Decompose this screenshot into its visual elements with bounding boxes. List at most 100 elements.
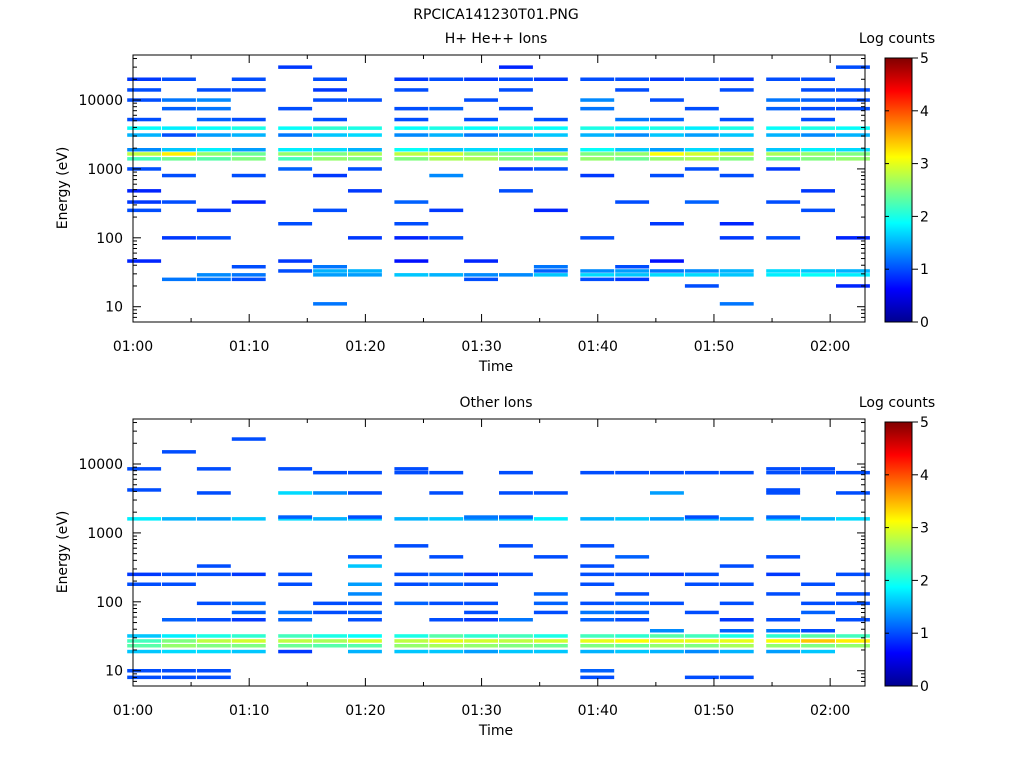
- heatmap-cell: [801, 634, 835, 638]
- heatmap-cell: [348, 555, 382, 559]
- heatmap-cell: [348, 601, 382, 606]
- heatmap-cell: [836, 634, 870, 638]
- heatmap-cell: [580, 618, 615, 622]
- plot-frame: [132, 418, 866, 687]
- heatmap-cell: [719, 236, 754, 240]
- heatmap-cell: [231, 277, 266, 282]
- heatmap-cell: [615, 148, 650, 152]
- heatmap-cell: [499, 273, 533, 277]
- heatmap-cell: [162, 173, 196, 178]
- heatmap-cell: [313, 610, 347, 615]
- heatmap-cell: [580, 517, 615, 521]
- heatmap-cell: [394, 544, 429, 548]
- colorbar-tick-label: 0: [920, 315, 929, 331]
- heatmap-cell: [650, 470, 684, 475]
- heatmap-cell: [348, 564, 382, 568]
- heatmap-cell: [615, 88, 650, 92]
- heatmap-cell: [313, 491, 347, 495]
- heatmap-cell: [533, 610, 568, 615]
- heatmap-cell: [313, 273, 347, 277]
- heatmap-cell: [580, 77, 615, 81]
- heatmap-cell: [580, 126, 615, 130]
- heatmap-cell: [231, 88, 266, 92]
- heatmap-cell: [196, 517, 231, 521]
- heatmap-cell: [313, 517, 347, 521]
- heatmap-cell: [348, 649, 382, 654]
- heatmap-cell: [313, 117, 347, 122]
- heatmap-cell: [162, 236, 196, 240]
- heatmap-cell: [464, 273, 498, 277]
- x-tick-label: 01:00: [113, 339, 153, 355]
- heatmap-cell: [429, 273, 464, 277]
- heatmap-cell: [429, 572, 464, 577]
- heatmap-cell: [615, 470, 650, 475]
- heatmap-cell: [196, 491, 231, 495]
- heatmap-cell: [801, 629, 835, 633]
- heatmap-cell: [533, 273, 568, 277]
- y-axis-ticks: 10 100 1000 10000: [78, 422, 865, 687]
- heatmap-cell: [836, 601, 870, 606]
- heatmap-cell: [196, 644, 231, 648]
- heatmap-cell: [650, 572, 684, 577]
- heatmap-cell: [464, 639, 498, 643]
- heatmap-cell: [650, 117, 684, 122]
- heatmap-cell: [615, 601, 650, 606]
- heatmap-cell: [650, 126, 684, 130]
- heatmap-cell: [464, 582, 498, 586]
- colorbar-tick-label: 5: [920, 415, 929, 431]
- heatmap-cell: [464, 601, 498, 606]
- heatmap-cell: [464, 77, 498, 81]
- heatmap-cell: [429, 618, 464, 622]
- heatmap-cell: [719, 639, 754, 643]
- heatmap-cell: [464, 117, 498, 122]
- heatmap-cell: [836, 592, 870, 596]
- heatmap-cell: [650, 98, 684, 102]
- heatmap-cell: [801, 106, 835, 111]
- heatmap-cell: [394, 126, 429, 130]
- heatmap-cell: [615, 644, 650, 648]
- heatmap-cell: [127, 152, 162, 156]
- heatmap-cell: [533, 126, 568, 130]
- heatmap-cell: [278, 157, 313, 161]
- heatmap-cell: [719, 517, 754, 521]
- heatmap-cell: [196, 273, 231, 277]
- heatmap-cell: [719, 634, 754, 638]
- heatmap-cell: [719, 273, 754, 277]
- heatmap-cells: [127, 65, 870, 306]
- y-axis-label: Energy (eV): [55, 511, 71, 594]
- heatmap-cell: [429, 157, 464, 161]
- heatmap-cell: [801, 148, 835, 152]
- heatmap-cell: [196, 634, 231, 638]
- heatmap-cell: [429, 470, 464, 475]
- heatmap-cell: [127, 669, 162, 673]
- heatmap-cell: [836, 618, 870, 622]
- heatmap-cell: [278, 491, 313, 495]
- heatmap-cell: [766, 106, 801, 111]
- heatmap-cell: [196, 649, 231, 654]
- heatmap-cell: [650, 517, 684, 521]
- heatmap-cell: [650, 491, 684, 495]
- heatmap-cell: [836, 470, 870, 475]
- heatmap-cell: [580, 669, 615, 673]
- heatmap-cell: [394, 639, 429, 643]
- colorbar-ticks: 0 1 2 3 4 5: [885, 415, 929, 695]
- heatmap-cell: [278, 515, 313, 519]
- heatmap-cell: [580, 148, 615, 152]
- heatmap-cell: [615, 126, 650, 130]
- heatmap-cell: [580, 544, 615, 548]
- heatmap-cell: [231, 117, 266, 122]
- heatmap-cell: [196, 152, 231, 156]
- heatmap-cell: [719, 77, 754, 81]
- heatmap-cell: [429, 555, 464, 559]
- colorbar-tick-label: 3: [920, 521, 929, 537]
- heatmap-cell: [650, 269, 684, 273]
- heatmap-cell: [231, 610, 266, 615]
- heatmap-cell: [162, 106, 196, 111]
- heatmap-cell: [533, 634, 568, 638]
- heatmap-cell: [801, 157, 835, 161]
- heatmap-cell: [615, 77, 650, 81]
- heatmap-cell: [429, 236, 464, 240]
- heatmap-cell: [766, 157, 801, 161]
- heatmap-cell: [836, 133, 870, 137]
